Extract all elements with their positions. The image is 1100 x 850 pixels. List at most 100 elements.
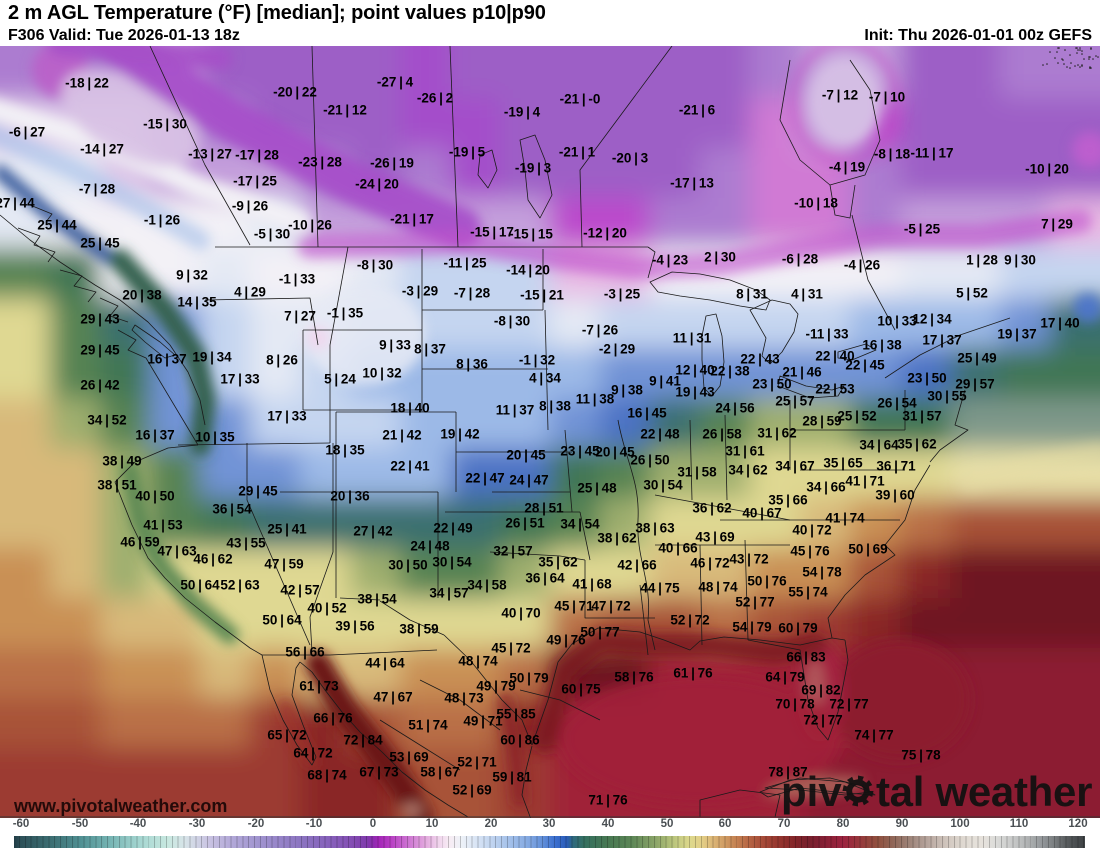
svg-text:35 | 62: 35 | 62: [538, 555, 577, 570]
svg-text:36 | 64: 36 | 64: [525, 571, 565, 586]
svg-text:52 | 63: 52 | 63: [220, 578, 260, 593]
svg-text:46 | 59: 46 | 59: [120, 535, 159, 550]
svg-text:20 | 36: 20 | 36: [330, 489, 370, 504]
svg-text:44 | 75: 44 | 75: [640, 581, 680, 596]
svg-text:-6 | 27: -6 | 27: [9, 125, 45, 140]
svg-text:72 | 84: 72 | 84: [343, 733, 383, 748]
svg-text:22 | 49: 22 | 49: [433, 521, 472, 536]
svg-text:-1 | 32: -1 | 32: [519, 353, 555, 368]
svg-text:66 | 83: 66 | 83: [786, 650, 826, 665]
svg-text:30 | 54: 30 | 54: [432, 555, 472, 570]
svg-text:29 | 57: 29 | 57: [955, 377, 994, 392]
svg-text:-4 | 23: -4 | 23: [652, 253, 689, 268]
svg-text:-8 | 30: -8 | 30: [494, 314, 530, 329]
svg-text:44 | 64: 44 | 64: [365, 656, 405, 671]
svg-text:9 | 38: 9 | 38: [611, 383, 643, 398]
svg-text:-20 | 22: -20 | 22: [273, 85, 317, 100]
svg-text:56 | 66: 56 | 66: [285, 645, 325, 660]
svg-text:-17 | 28: -17 | 28: [235, 148, 279, 163]
svg-text:2 | 30: 2 | 30: [704, 250, 736, 265]
svg-text:19 | 37: 19 | 37: [997, 327, 1036, 342]
svg-text:23 | 50: 23 | 50: [752, 377, 791, 392]
svg-text:58 | 76: 58 | 76: [614, 670, 654, 685]
svg-text:4 | 29: 4 | 29: [234, 285, 266, 300]
svg-text:26 | 51: 26 | 51: [505, 516, 545, 531]
svg-text:38 | 51: 38 | 51: [97, 478, 137, 493]
svg-text:49 | 76: 49 | 76: [546, 633, 586, 648]
svg-text:34 | 62: 34 | 62: [728, 463, 767, 478]
svg-text:26 | 50: 26 | 50: [630, 453, 669, 468]
svg-text:52 | 71: 52 | 71: [457, 755, 497, 770]
svg-text:-20 | 3: -20 | 3: [612, 151, 649, 166]
svg-text:36 | 62: 36 | 62: [692, 501, 731, 516]
svg-text:10 | 33: 10 | 33: [877, 314, 917, 329]
svg-text:54 | 79: 54 | 79: [732, 620, 771, 635]
svg-text:60 | 79: 60 | 79: [778, 621, 817, 636]
svg-text:50 | 76: 50 | 76: [747, 574, 787, 589]
svg-text:21 | 42: 21 | 42: [382, 428, 421, 443]
svg-text:18 | 35: 18 | 35: [325, 443, 365, 458]
svg-text:47 | 63: 47 | 63: [157, 544, 197, 559]
svg-text:29 | 43: 29 | 43: [80, 312, 120, 327]
svg-text:31 | 57: 31 | 57: [902, 409, 941, 424]
svg-text:10 | 32: 10 | 32: [362, 366, 401, 381]
svg-text:-6 | 28: -6 | 28: [782, 252, 819, 267]
svg-text:54 | 78: 54 | 78: [802, 565, 842, 580]
svg-text:-1 | 26: -1 | 26: [144, 213, 181, 228]
svg-text:-14 | 20: -14 | 20: [506, 263, 550, 278]
svg-text:53 | 69: 53 | 69: [389, 750, 428, 765]
svg-text:34 | 64: 34 | 64: [859, 438, 899, 453]
svg-text:42 | 57: 42 | 57: [280, 583, 319, 598]
svg-text:-23 | 28: -23 | 28: [298, 155, 342, 170]
svg-text:30 | 55: 30 | 55: [927, 389, 967, 404]
svg-text:20 | 38: 20 | 38: [122, 288, 162, 303]
svg-text:71 | 76: 71 | 76: [588, 793, 628, 808]
svg-text:46 | 62: 46 | 62: [193, 552, 232, 567]
svg-text:8 | 31: 8 | 31: [736, 287, 768, 302]
svg-text:40 | 72: 40 | 72: [792, 523, 831, 538]
svg-text:-3 | 25: -3 | 25: [604, 287, 641, 302]
svg-text:17 | 40: 17 | 40: [1040, 316, 1079, 331]
svg-text:-4 | 26: -4 | 26: [844, 258, 881, 273]
svg-text:41 | 71: 41 | 71: [845, 474, 885, 489]
svg-text:35 | 66: 35 | 66: [768, 493, 808, 508]
svg-text:28 | 59: 28 | 59: [802, 414, 841, 429]
svg-text:-13 | 27: -13 | 27: [188, 147, 232, 162]
svg-text:-14 | 27: -14 | 27: [80, 142, 124, 157]
svg-text:40 | 66: 40 | 66: [658, 541, 698, 556]
svg-text:-27 | 4: -27 | 4: [377, 75, 414, 90]
svg-text:50 | 69: 50 | 69: [848, 542, 887, 557]
svg-text:-10 | 20: -10 | 20: [1025, 162, 1069, 177]
svg-text:-15 | 17: -15 | 17: [470, 225, 514, 240]
svg-text:17 | 37: 17 | 37: [922, 333, 961, 348]
svg-text:59 | 81: 59 | 81: [492, 770, 532, 785]
svg-text:41 | 53: 41 | 53: [143, 518, 183, 533]
svg-text:26 | 42: 26 | 42: [80, 378, 119, 393]
svg-text:12 | 40: 12 | 40: [675, 363, 714, 378]
svg-text:42 | 66: 42 | 66: [617, 558, 657, 573]
svg-text:31 | 62: 31 | 62: [757, 426, 796, 441]
svg-text:38 | 59: 38 | 59: [399, 622, 438, 637]
svg-text:22 | 43: 22 | 43: [740, 352, 780, 367]
svg-text:22 | 38: 22 | 38: [710, 364, 750, 379]
svg-text:-1 | 35: -1 | 35: [327, 306, 364, 321]
svg-text:61 | 73: 61 | 73: [299, 679, 339, 694]
svg-text:23 | 45: 23 | 45: [560, 444, 600, 459]
svg-text:35 | 62: 35 | 62: [897, 437, 936, 452]
svg-text:29 | 45: 29 | 45: [238, 484, 278, 499]
svg-text:10 | 35: 10 | 35: [195, 430, 235, 445]
svg-text:-21 | -0: -21 | -0: [560, 92, 601, 107]
svg-text:-15 | 21: -15 | 21: [520, 288, 564, 303]
svg-text:22 | 45: 22 | 45: [845, 358, 885, 373]
svg-text:47 | 59: 47 | 59: [264, 557, 303, 572]
svg-text:25 | 45: 25 | 45: [80, 236, 120, 251]
svg-text:45 | 76: 45 | 76: [790, 544, 830, 559]
svg-text:9 | 33: 9 | 33: [379, 338, 411, 353]
svg-text:4 | 34: 4 | 34: [529, 371, 561, 386]
svg-text:www.pivotalweather.com: www.pivotalweather.com: [13, 796, 227, 816]
svg-text:-4 | 19: -4 | 19: [829, 160, 865, 175]
svg-text:21 | 46: 21 | 46: [782, 365, 822, 380]
svg-text:7 | 29: 7 | 29: [1041, 217, 1073, 232]
svg-text:17 | 33: 17 | 33: [267, 409, 307, 424]
svg-text:34 | 58: 34 | 58: [467, 578, 507, 593]
